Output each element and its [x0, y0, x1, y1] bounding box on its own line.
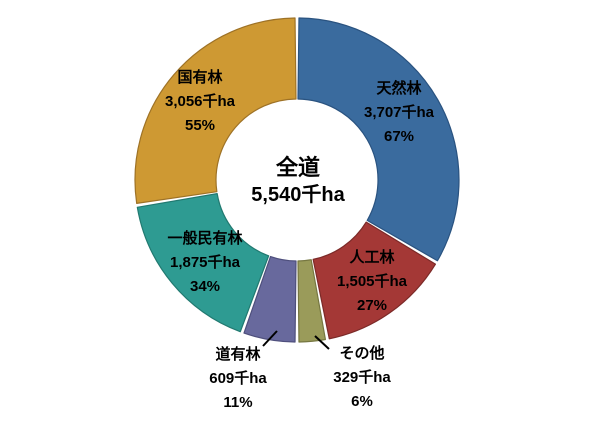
leader-line-left	[262, 330, 278, 347]
label-private-forest: 一般民有林 1,875千ha 34%	[167, 227, 242, 299]
segment-percent-label: 67%	[383, 128, 415, 145]
segment-name-label: 人工林	[349, 249, 395, 266]
segment-percent-label: 6%	[351, 393, 373, 410]
label-prefectural-forest: 道有林 609千ha 11%	[209, 343, 267, 415]
label-national-forest: 国有林 3,056千ha 55%	[165, 66, 235, 138]
center-title: 全道	[275, 155, 321, 180]
donut-center-label: 全道 5,540千ha	[251, 155, 344, 209]
segment-percent-label: 55%	[184, 117, 216, 134]
center-value: 5,540千ha	[251, 184, 345, 206]
segment-value-label: 3,056千ha	[164, 93, 236, 110]
segment-value-label: 1,875千ha	[169, 254, 241, 271]
segment-value-label: 3,707千ha	[363, 104, 435, 121]
label-natural-forest: 天然林 3,707千ha 67%	[364, 77, 434, 149]
donut-segment-0	[297, 17, 460, 262]
donut-segment-2	[297, 259, 327, 343]
donut-segment-4	[136, 193, 270, 333]
label-other: その他 329千ha 6%	[333, 342, 391, 414]
segment-name-label: 天然林	[376, 80, 422, 97]
segment-percent-label: 34%	[189, 278, 221, 295]
segment-name-label: その他	[339, 345, 385, 362]
donut-segment-3	[243, 255, 297, 343]
segment-value-label: 329千ha	[333, 369, 391, 386]
segment-percent-label: 11%	[223, 394, 253, 411]
label-planted-forest: 人工林 1,505千ha 27%	[337, 246, 407, 318]
segment-name-label: 道有林	[215, 346, 261, 363]
segment-value-label: 609千ha	[209, 370, 267, 387]
segment-name-label: 一般民有林	[167, 230, 243, 247]
segment-value-label: 1,505千ha	[336, 273, 408, 290]
segment-name-label: 国有林	[177, 69, 223, 86]
donut-segment-5	[134, 17, 297, 204]
leader-line-right	[314, 335, 330, 350]
segment-percent-label: 27%	[356, 297, 388, 314]
donut-segment-1	[312, 221, 437, 340]
